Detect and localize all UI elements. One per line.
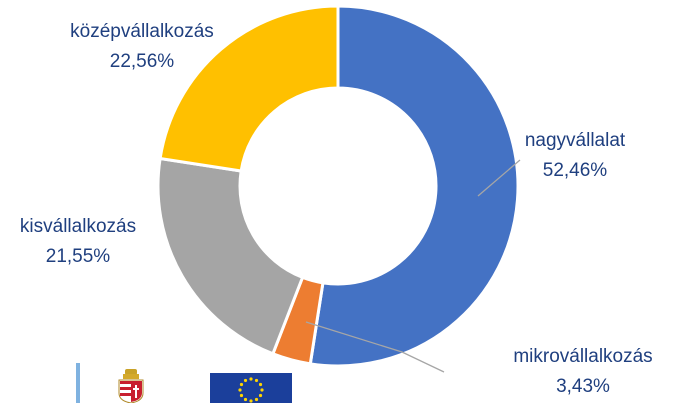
slice-label-kisvallalkozas: kisvállalkozás (20, 216, 136, 237)
eu-star-icon (243, 378, 248, 383)
footer-logo-strip (0, 363, 674, 403)
slice-value-nagyvallalat: 52,46% (543, 160, 608, 181)
eu-star-icon (239, 382, 244, 387)
slice-labels: nagyvállalat 52,46% mikrovállalkozás 3,43% k… (20, 21, 653, 397)
eu-star-icon (238, 388, 242, 392)
slice-label-nagyvallalat: nagyvállalat (525, 130, 626, 151)
eu-star-icon (243, 397, 248, 402)
slice-nagyvallalat (308, 4, 520, 368)
slice-label-mikrovallalkozas: mikrovállalkozás (513, 346, 652, 367)
eu-star-icon (254, 397, 259, 402)
eu-star-icon (249, 399, 253, 403)
eu-flag-icon (210, 373, 292, 403)
slice-value-mikrovallalkozas: 3,43% (556, 376, 610, 397)
slice-value-kozepvallalkozas: 22,56% (110, 51, 175, 72)
leader-lines (305, 159, 521, 373)
eu-star-icon (249, 377, 253, 381)
slice-kozepvallalkozas (158, 4, 340, 173)
vertical-divider (76, 363, 80, 403)
eu-star-icon (254, 378, 259, 383)
eu-star-icon (258, 393, 263, 398)
leader-line-nagyvallalat (477, 159, 521, 197)
hungarian-coat-of-arms-icon (118, 369, 144, 403)
eu-star-icon (260, 388, 264, 392)
leader-line-mikrovallalkozas (305, 321, 445, 373)
donut-slices (156, 4, 520, 368)
slice-kisvallalkozas (156, 156, 305, 356)
slice-value-kisvallalkozas: 21,55% (46, 246, 111, 267)
eu-star-icon (258, 382, 263, 387)
eu-star-icon (239, 393, 244, 398)
slice-label-kozepvallalkozas: középvállalkozás (70, 21, 214, 42)
